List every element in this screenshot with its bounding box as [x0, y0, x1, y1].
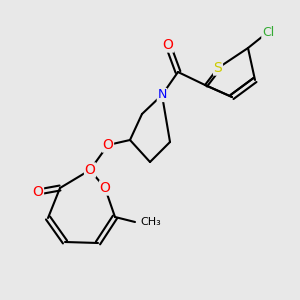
Text: O: O [100, 181, 110, 195]
Text: O: O [103, 138, 113, 152]
Text: O: O [33, 185, 44, 199]
Text: O: O [163, 38, 173, 52]
Text: Cl: Cl [262, 26, 274, 38]
Text: S: S [214, 61, 222, 75]
Text: N: N [157, 88, 167, 101]
Text: O: O [85, 163, 95, 177]
Text: CH₃: CH₃ [140, 217, 161, 227]
